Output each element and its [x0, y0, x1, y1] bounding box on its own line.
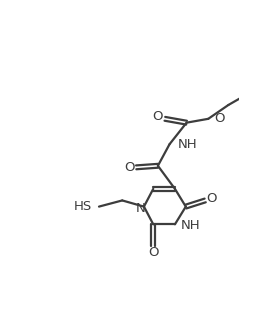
- Text: HS: HS: [74, 200, 92, 213]
- Text: N: N: [136, 202, 146, 215]
- Text: O: O: [148, 246, 158, 259]
- Text: NH: NH: [181, 219, 201, 232]
- Text: O: O: [206, 192, 217, 205]
- Text: O: O: [214, 112, 225, 125]
- Text: NH: NH: [177, 138, 197, 151]
- Text: O: O: [153, 110, 163, 123]
- Text: O: O: [124, 161, 134, 174]
